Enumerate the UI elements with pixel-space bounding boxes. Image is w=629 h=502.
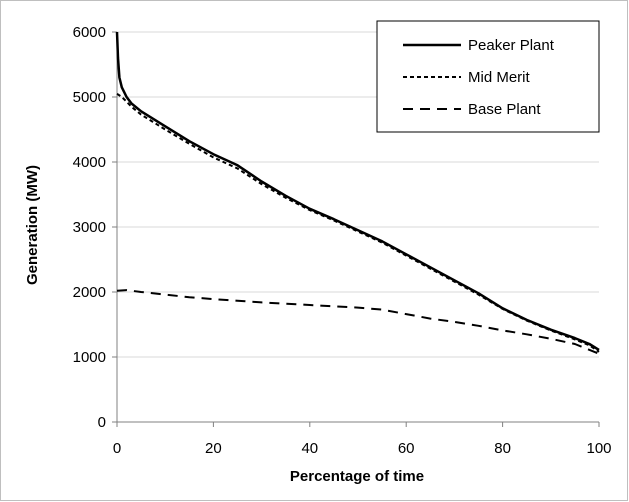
y-tick-label-2000: 2000 bbox=[73, 284, 106, 301]
x-tick-label-0: 0 bbox=[113, 440, 121, 457]
x-tick-label-20: 20 bbox=[205, 440, 222, 457]
legend-label-mid-merit: Mid Merit bbox=[468, 69, 531, 86]
x-tick-label-100: 100 bbox=[586, 440, 611, 457]
y-tick-label-4000: 4000 bbox=[73, 154, 106, 171]
x-tick-labels: 0 20 40 60 80 100 bbox=[113, 422, 612, 457]
y-tick-labels: 0 1000 2000 3000 4000 5000 6000 bbox=[73, 24, 117, 431]
legend: Peaker Plant Mid Merit Base Plant bbox=[376, 20, 600, 133]
series-line-peaker-plant bbox=[115, 31, 600, 351]
legend-label-peaker-plant: Peaker Plant bbox=[468, 37, 555, 54]
y-tick-label-1000: 1000 bbox=[73, 349, 106, 366]
x-tick-label-80: 80 bbox=[494, 440, 511, 457]
series-lines bbox=[115, 31, 600, 355]
x-tick-label-40: 40 bbox=[301, 440, 318, 457]
y-tick-label-0: 0 bbox=[98, 414, 106, 431]
y-tick-label-5000: 5000 bbox=[73, 89, 106, 106]
y-axis-title: Generation (MW) bbox=[24, 165, 41, 285]
y-tick-label-6000: 6000 bbox=[73, 24, 106, 41]
y-tick-label-3000: 3000 bbox=[73, 219, 106, 236]
legend-label-base-plant: Base Plant bbox=[468, 101, 541, 118]
series-line-base-plant bbox=[116, 289, 600, 355]
x-tick-label-60: 60 bbox=[398, 440, 415, 457]
x-axis-title: Percentage of time bbox=[290, 468, 424, 485]
